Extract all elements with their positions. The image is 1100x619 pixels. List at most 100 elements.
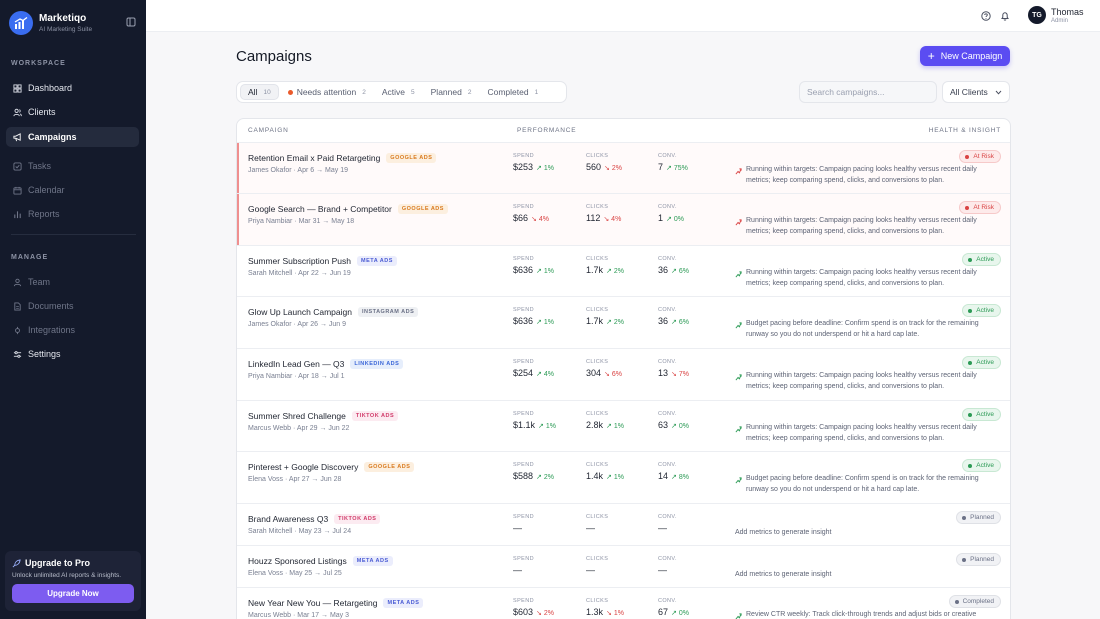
table-row[interactable]: Glow Up Launch Campaign INSTAGRAM ADS Jame… [237,297,1010,349]
top-bar [146,0,1100,32]
metric-label-clicks: CLICKS [586,256,609,262]
chevron-down-icon [995,90,1002,95]
table-row[interactable]: Pinterest + Google Discovery GOOGLE ADS El… [237,452,1010,504]
change-indicator: ↗ 0% [666,216,684,223]
campaign-name[interactable]: Brand Awareness Q3 TIKTOK ADS [248,514,381,524]
table-row[interactable]: Brand Awareness Q3 TIKTOK ADS Sarah Mitche… [237,504,1010,546]
metric-value-spend: $66 ↘ 4% [513,213,549,223]
campaign-name[interactable]: Glow Up Launch Campaign INSTAGRAM ADS [248,307,419,317]
change-indicator: ↗ 2% [606,268,624,275]
sidebar-item-calendar[interactable]: Calendar [6,180,139,200]
table-row[interactable]: LinkedIn Lead Gen — Q3 LINKEDIN ADS Priya … [237,349,1010,401]
plug-icon [15,326,20,334]
users-icon [13,108,22,116]
campaign-name[interactable]: Houzz Sponsored Listings META ADS [248,556,393,566]
table-row[interactable]: Retention Email x Paid Retargeting GOOGLE… [237,143,1010,194]
tab-planned[interactable]: Planned 2 [430,87,472,97]
metric-value-clicks: 1.4k ↗ 1% [586,471,624,481]
brand-name: Marketiqo [39,12,87,24]
brand[interactable]: Marketiqo AI Marketing Suite [9,11,92,35]
sidebar-item-label: Settings [28,349,61,359]
table-row[interactable]: New Year New You — Retargeting META ADS Ma… [237,588,1010,619]
search-input[interactable]: Search campaigns... [799,81,937,103]
insight: Budget pacing before deadline: Confirm s… [735,474,1005,495]
campaign-meta: Priya Nambiar · Mar 31 → May 18 [248,218,355,225]
metric-value-spend: $1.1k ↗ 1% [513,420,556,430]
bell-icon[interactable] [1000,11,1010,21]
help-icon[interactable] [981,11,991,21]
table-row[interactable]: Houzz Sponsored Listings META ADS Elena Vo… [237,546,1010,588]
metric-value-spend: — [513,565,522,575]
campaign-name[interactable]: Summer Subscription Push META ADS [248,256,397,266]
table-row[interactable]: Summer Shred Challenge TIKTOK ADS Marcus W… [237,401,1010,452]
sidebar-item-tasks[interactable]: Tasks [6,156,139,176]
metric-value-spend: $588 ↗ 2% [513,471,554,481]
metric-value-conv: 7 ↗ 75% [658,162,688,172]
trend-icon [735,426,742,433]
metric-value-conv: 1 ↗ 0% [658,213,684,223]
metric-label-conv: CONV. [658,204,677,210]
change-indicator: ↗ 1% [606,474,624,481]
campaign-meta: Marcus Webb · Mar 17 → May 3 [248,612,350,619]
metric-value-conv: 14 ↗ 8% [658,471,689,481]
sidebar-item-clients[interactable]: Clients [6,102,139,122]
avatar[interactable]: TG [1028,6,1046,24]
upgrade-now-button[interactable]: Upgrade Now [12,584,134,603]
platform-tag: GOOGLE ADS [364,462,415,472]
sidebar-item-label: Team [28,277,51,287]
sidebar-item-documents[interactable]: Documents [6,296,139,316]
metric-value-conv: 36 ↗ 6% [658,316,689,326]
metric-label-spend: SPEND [513,153,534,159]
table-row[interactable]: Summer Subscription Push META ADS Sarah Mi… [237,246,1010,297]
campaign-meta: Sarah Mitchell · Apr 22 → Jun 19 [248,270,351,277]
campaign-name[interactable]: Retention Email x Paid Retargeting GOOGLE… [248,153,437,163]
tab-needs-attention[interactable]: Needs attention 2 [281,84,373,100]
metric-label-conv: CONV. [658,359,677,365]
client-filter-select[interactable]: All Clients [942,81,1010,103]
sidebar-item-reports[interactable]: Reports [6,204,139,224]
campaign-name[interactable]: Pinterest + Google Discovery GOOGLE ADS [248,462,415,472]
table-row[interactable]: Google Search — Brand + Competitor GOOGLE… [237,194,1010,246]
campaign-name[interactable]: New Year New You — Retargeting META ADS [248,598,424,608]
sidebar-item-settings[interactable]: Settings [6,344,139,364]
tab-active[interactable]: Active 5 [381,87,415,97]
metric-value-conv: 13 ↘ 7% [658,368,689,378]
change-indicator: ↘ 4% [531,216,549,223]
campaign-name[interactable]: Google Search — Brand + Competitor GOOGLE… [248,204,448,214]
metric-value-conv: 63 ↗ 0% [658,420,689,430]
sidebar-item-dashboard[interactable]: Dashboard [6,78,139,98]
new-campaign-button[interactable]: + New Campaign [920,46,1010,66]
metric-value-clicks: 1.7k ↗ 2% [586,265,624,275]
status-badge: At Risk [959,201,1001,214]
header-performance: PERFORMANCE [517,127,577,134]
campaign-name[interactable]: LinkedIn Lead Gen — Q3 LINKEDIN ADS [248,359,404,369]
metric-label-conv: CONV. [658,514,677,520]
sidebar-item-campaigns[interactable]: Campaigns [6,127,139,147]
campaign-meta: Priya Nambiar · Apr 18 → Jul 1 [248,373,345,380]
sidebar-item-team[interactable]: Team [6,272,139,292]
sidebar-item-integrations[interactable]: Integrations [6,320,139,340]
metric-label-conv: CONV. [658,462,677,468]
campaign-name[interactable]: Summer Shred Challenge TIKTOK ADS [248,411,399,421]
check-square-icon [13,161,22,171]
change-indicator: ↗ 8% [671,474,689,481]
insight: Running within targets: Campaign pacing … [735,371,1005,392]
metric-label-conv: CONV. [658,256,677,262]
metric-value-clicks: 112 ↘ 4% [586,213,622,223]
campaign-meta: Sarah Mitchell · May 23 → Jul 24 [248,528,352,535]
sidebar-item-label: Campaigns [28,132,77,142]
change-indicator: ↗ 1% [536,165,554,172]
metric-label-spend: SPEND [513,256,534,262]
tab-all[interactable]: All 10 [240,84,279,100]
metric-label-spend: SPEND [513,462,534,468]
document-icon [14,301,21,311]
metric-value-spend: $603 ↘ 2% [513,607,554,617]
upgrade-subtitle: Unlock unlimited AI reports & insights. [12,572,122,579]
metric-value-clicks: 304 ↘ 6% [586,368,622,378]
trend-icon [735,168,742,175]
metric-label-clicks: CLICKS [586,411,609,417]
metric-value-conv: — [658,523,667,533]
platform-tag: META ADS [352,556,393,566]
sidebar-collapse-icon[interactable] [126,17,136,27]
tab-completed[interactable]: Completed 1 [487,87,539,97]
